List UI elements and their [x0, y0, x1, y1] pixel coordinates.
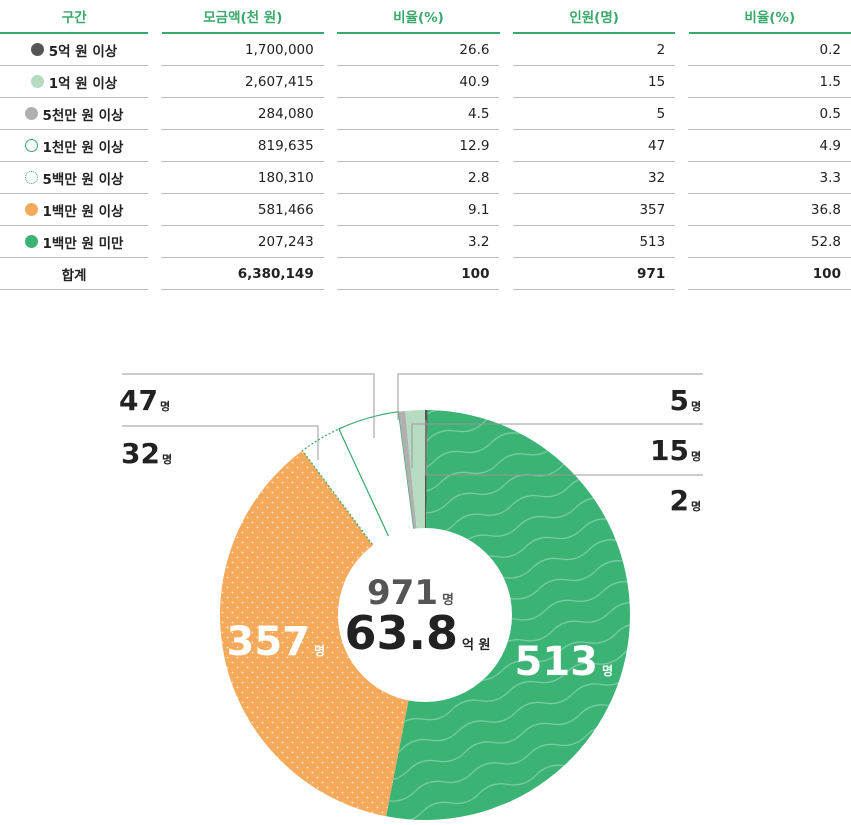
legend-marker-icon — [24, 235, 38, 248]
donut-chart-svg: 357 명 513 명47 명32 명5 명15 명2 명 971 명 63.8 억 원 — [119, 373, 703, 820]
header-amount: 모금액(천 원) — [161, 0, 325, 34]
slice-label-unit: 명 — [691, 449, 701, 463]
row-people: 5 — [512, 98, 676, 130]
slice-label-unit: 명 — [602, 664, 613, 678]
row-amount: 819,635 — [161, 130, 324, 162]
center-total-value: 971 — [367, 573, 438, 613]
slice-label-unit: 명 — [314, 644, 325, 658]
table-header-row: 구간 모금액(천 원) 비율(%) 인원(명) 비율(%) — [0, 0, 851, 34]
row-amount: 581,466 — [161, 194, 324, 226]
row-amount-ratio: 26.6 — [336, 34, 500, 66]
center-total-unit: 명 — [442, 592, 454, 608]
row-label: 5백만 원 이상 — [0, 162, 148, 194]
row-label-text: 1천만 원 이상 — [42, 139, 124, 156]
row-label-text: 1백만 원 이상 — [42, 203, 124, 220]
row-label: 5억 원 이상 — [0, 34, 148, 66]
row-people-ratio: 0.5 — [688, 98, 851, 130]
row-amount-ratio: 40.9 — [336, 66, 500, 98]
row-label-text: 5천만 원 이상 — [42, 107, 124, 124]
row-label: 1천만 원 이상 — [0, 130, 148, 162]
row-amount: 284,080 — [161, 98, 324, 130]
leader-line-5 — [397, 373, 703, 420]
header-people-ratio: 비율(%) — [688, 0, 851, 34]
donut-chart: 357 명 513 명 47 명 32 명 5 명 15 명 2 명 971 명 63.8 억 원 — [0, 290, 851, 821]
legend-marker-icon — [24, 139, 38, 152]
row-label-text: 1백만 원 미만 — [42, 235, 124, 252]
legend-marker-icon — [30, 43, 44, 56]
slice-label-513: 513 — [515, 639, 599, 685]
row-amount-ratio: 12.9 — [336, 130, 500, 162]
table-row: 1억 원 이상 2,607,415 40.9 15 1.5 — [0, 66, 851, 98]
table-row: 5천만 원 이상 284,080 4.5 5 0.5 — [0, 98, 851, 130]
row-people-ratio: 3.3 — [688, 162, 851, 194]
table-row: 1백만 원 이상 581,466 9.1 357 36.8 — [0, 194, 851, 226]
row-label-text: 1억 원 이상 — [48, 75, 118, 92]
slice-label-47: 47 — [119, 384, 158, 417]
row-people: 47 — [512, 130, 676, 162]
table-total-row: 합계 6,380,149 100 971 100 — [0, 258, 851, 290]
slice-label-unit: 명 — [162, 452, 172, 466]
row-people: 357 — [512, 194, 676, 226]
row-amount-ratio: 2.8 — [336, 162, 500, 194]
row-people: 15 — [512, 66, 676, 98]
total-amount-ratio: 100 — [336, 258, 500, 290]
header-people: 인원(명) — [512, 0, 676, 34]
slice-label-unit: 명 — [160, 399, 170, 413]
total-amount: 6,380,149 — [161, 258, 324, 290]
slice-label-unit: 명 — [691, 399, 701, 413]
row-label-text: 5억 원 이상 — [48, 43, 118, 60]
center-amount-unit: 억 원 — [462, 638, 490, 653]
row-amount-ratio: 9.1 — [336, 194, 500, 226]
table-row: 1천만 원 이상 819,635 12.9 47 4.9 — [0, 130, 851, 162]
row-label: 5천만 원 이상 — [0, 98, 148, 130]
legend-marker-icon — [24, 107, 38, 120]
row-people-ratio: 0.2 — [688, 34, 851, 66]
row-label: 1억 원 이상 — [0, 66, 148, 98]
total-people-ratio: 100 — [688, 258, 851, 290]
legend-marker-icon — [30, 75, 44, 88]
table-row: 5백만 원 이상 180,310 2.8 32 3.3 — [0, 162, 851, 194]
row-people-ratio: 52.8 — [688, 226, 851, 258]
row-people-ratio: 4.9 — [688, 130, 851, 162]
header-range: 구간 — [0, 0, 149, 34]
total-label: 합계 — [0, 258, 148, 290]
slice-label-32: 32 — [121, 437, 160, 470]
row-amount-ratio: 4.5 — [336, 98, 500, 130]
leader-line-15 — [411, 423, 703, 468]
table-row: 5억 원 이상 1,700,000 26.6 2 0.2 — [0, 34, 851, 66]
slice-label-unit: 명 — [691, 499, 701, 513]
slice-label-2: 2 — [670, 484, 689, 517]
row-people-ratio: 1.5 — [688, 66, 851, 98]
row-label-text: 5백만 원 이상 — [42, 171, 124, 188]
leader-line-32 — [122, 425, 319, 460]
donation-table: 구간 모금액(천 원) 비율(%) 인원(명) 비율(%) 5억 원 이상 1,7… — [0, 0, 851, 290]
row-people: 513 — [512, 226, 676, 258]
slice-label-15: 15 — [650, 434, 689, 467]
row-amount: 207,243 — [161, 226, 324, 258]
slice-1m-plus — [220, 450, 425, 817]
row-people: 2 — [512, 34, 676, 66]
row-amount-ratio: 3.2 — [336, 226, 500, 258]
legend-marker-icon — [24, 171, 38, 184]
row-people-ratio: 36.8 — [688, 194, 851, 226]
center-amount-value: 63.8 — [345, 606, 459, 660]
row-amount: 1,700,000 — [161, 34, 324, 66]
row-people: 32 — [512, 162, 676, 194]
row-amount: 180,310 — [161, 162, 324, 194]
row-label: 1백만 원 이상 — [0, 194, 148, 226]
row-label: 1백만 원 미만 — [0, 226, 148, 258]
total-people: 971 — [512, 258, 676, 290]
header-amount-ratio: 비율(%) — [337, 0, 500, 34]
leader-line-47 — [122, 373, 375, 438]
slice-label-357: 357 — [227, 619, 311, 665]
donut-hole — [338, 528, 512, 702]
row-amount: 2,607,415 — [161, 66, 324, 98]
leader-line-2 — [425, 420, 703, 476]
legend-marker-icon — [24, 203, 38, 216]
slice-label-5: 5 — [670, 384, 689, 417]
table-row: 1백만 원 미만 207,243 3.2 513 52.8 — [0, 226, 851, 258]
